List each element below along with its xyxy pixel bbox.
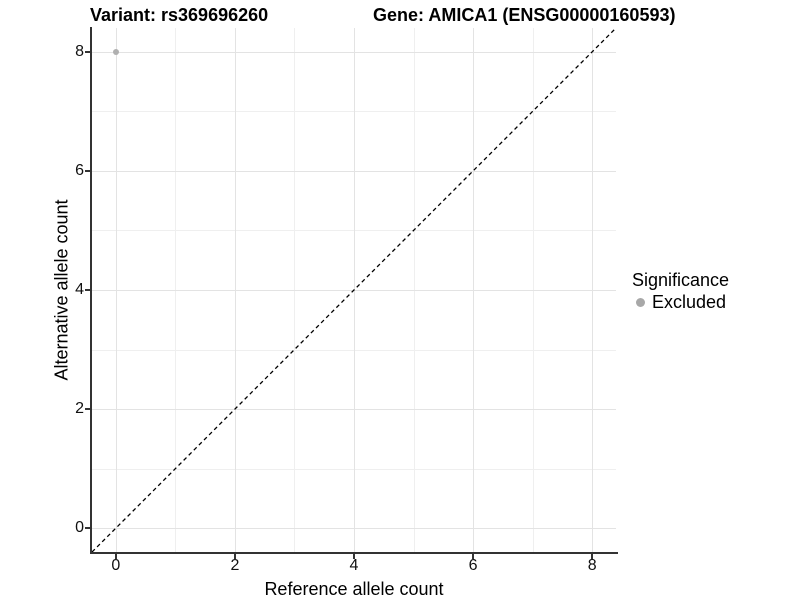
x-tick-mark (114, 554, 117, 559)
major-gridline-y (92, 528, 616, 530)
legend-item-label: Excluded (652, 292, 727, 312)
y-tick-mark (85, 408, 90, 411)
major-gridline-y (92, 409, 616, 411)
plot-title-variant: Variant: rs369696260 (90, 5, 269, 25)
x-tick-label: 4 (349, 557, 359, 574)
x-tick-mark (591, 554, 594, 559)
identity-dashed-line (92, 28, 616, 552)
y-axis-line (90, 27, 92, 554)
x-tick-label: 2 (230, 557, 240, 574)
x-tick-label: 0 (111, 557, 121, 574)
identity-line-svg (92, 28, 616, 552)
major-gridline-y (92, 170, 616, 172)
major-gridline-y (92, 51, 616, 53)
plot-panel (92, 28, 616, 552)
y-tick-mark (85, 169, 90, 172)
y-tick-mark (85, 289, 90, 291)
x-tick-label: 8 (587, 557, 597, 574)
legend-key-dot-icon (636, 298, 645, 307)
x-tick-label: 6 (468, 557, 478, 574)
y-tick-mark (85, 527, 90, 530)
x-axis-title: Reference allele count (264, 579, 444, 599)
y-tick-label: 6 (75, 161, 84, 179)
x-tick-mark (233, 554, 236, 559)
y-tick-mark (85, 50, 90, 53)
x-axis-line (90, 552, 618, 554)
legend: Significance Excluded (632, 270, 729, 313)
y-tick-label: 0 (75, 519, 84, 537)
x-tick-mark (472, 554, 475, 559)
y-tick-label: 2 (75, 400, 84, 418)
legend-title: Significance (632, 270, 730, 290)
x-tick-mark (353, 554, 355, 559)
legend-item-excluded: Excluded (632, 292, 729, 313)
plot-title-gene: Gene: AMICA1 (ENSG00000160593) (373, 5, 676, 25)
y-tick-label: 8 (75, 42, 84, 60)
y-tick-label: 4 (75, 281, 84, 298)
data-point (112, 48, 119, 55)
